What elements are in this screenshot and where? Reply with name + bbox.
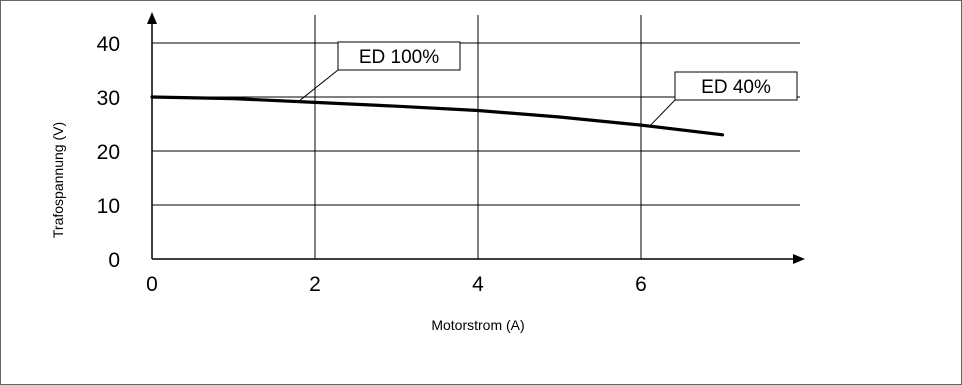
series-line-0 — [150, 95, 725, 137]
annotation-label-0: ED 100% — [359, 47, 439, 68]
annotation-label-1: ED 40% — [701, 77, 771, 98]
y-axis-arrow — [147, 12, 157, 24]
y-tick-label-0: 0 — [108, 249, 120, 272]
grid-lines — [152, 15, 800, 259]
tick-labels: 0 10 20 30 40 0 2 4 6 — [97, 33, 647, 296]
annotation-box-1 — [674, 71, 798, 101]
annotation-0: ED 100% — [298, 41, 461, 102]
annotation-1: ED 40% — [648, 71, 798, 128]
annotation-leader-1 — [648, 99, 676, 128]
annotations: ED 100% ED 40% — [298, 41, 798, 128]
annotation-box-0 — [337, 41, 461, 71]
y-tick-label-10: 10 — [97, 195, 120, 218]
x-tick-label-2: 2 — [309, 273, 321, 296]
annotation-leader-0 — [298, 69, 339, 102]
y-tick-label-40: 40 — [97, 33, 120, 56]
axes — [147, 12, 805, 264]
x-axis-label: Motorstrom (A) — [431, 317, 524, 333]
x-tick-label-6: 6 — [635, 273, 647, 296]
x-axis-arrow — [793, 254, 805, 264]
y-axis-label: Trafospannung (V) — [50, 122, 66, 238]
x-tick-label-0: 0 — [146, 273, 158, 296]
y-tick-label-20: 20 — [97, 141, 120, 164]
x-tick-label-4: 4 — [472, 273, 484, 296]
y-tick-label-30: 30 — [97, 87, 120, 110]
series-group — [150, 95, 725, 137]
